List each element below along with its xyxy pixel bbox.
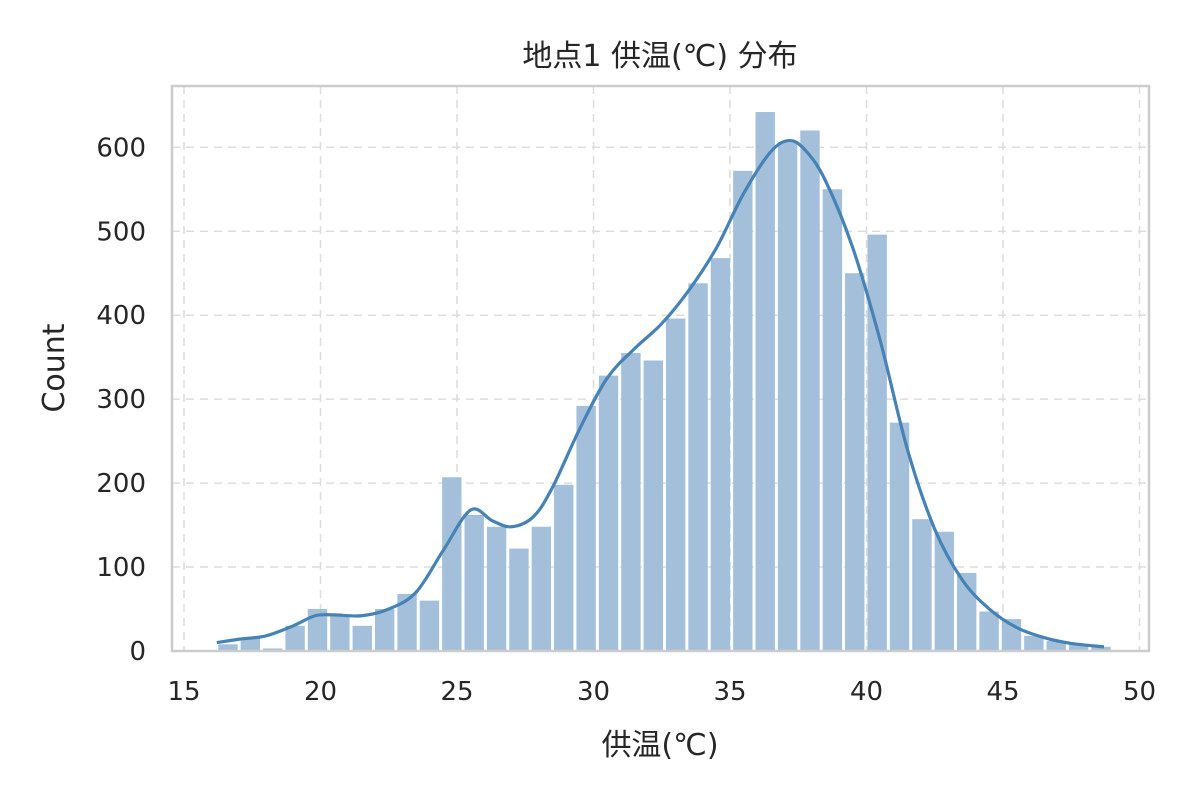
histogram-bar: [240, 638, 261, 651]
chart-title: 地点1 供温(℃) 分布: [522, 39, 797, 74]
y-axis-label: Count: [37, 323, 72, 412]
x-tick-label: 35: [713, 677, 746, 707]
grid-layer: [172, 86, 1149, 652]
histogram-bar: [643, 360, 663, 651]
y-tick-label: 300: [96, 385, 146, 415]
x-tick-label: 20: [304, 677, 337, 707]
histogram-bar: [263, 648, 283, 651]
x-ticks: 15 20 25 30 35 40 45 50: [167, 677, 1156, 707]
y-tick-label: 500: [96, 217, 146, 247]
y-tick-label: 100: [96, 553, 146, 583]
histogram-bar: [598, 375, 619, 651]
histogram-bar: [845, 273, 865, 651]
histogram-bar: [285, 625, 305, 651]
y-tick-label: 0: [129, 637, 146, 667]
histogram-bar: [755, 112, 775, 651]
histogram-bar: [531, 526, 552, 651]
y-tick-label: 600: [96, 133, 146, 163]
histogram-bar: [352, 625, 372, 651]
y-tick-label: 200: [96, 469, 146, 499]
histogram-bar: [733, 170, 753, 651]
x-axis-label: 供温(℃): [601, 728, 718, 763]
histogram-bar: [1068, 644, 1089, 651]
histogram-bar: [912, 519, 932, 651]
histogram-bar: [979, 611, 999, 651]
x-tick-label: 15: [167, 677, 200, 707]
x-tick-label: 40: [850, 677, 883, 707]
plot-frame: [170, 84, 1151, 653]
histogram-bar: [509, 548, 529, 651]
x-tick-label: 30: [577, 677, 610, 707]
histogram-bar: [486, 526, 507, 651]
histogram-bar: [397, 593, 417, 651]
histogram-bar: [576, 405, 596, 651]
histogram-bar: [330, 615, 350, 651]
histogram-bar: [307, 609, 328, 651]
histogram-bar: [218, 644, 238, 651]
histogram-bar: [800, 130, 820, 651]
histogram-bar: [665, 318, 686, 651]
x-tick-label: 25: [440, 677, 473, 707]
histogram-bar: [889, 422, 910, 651]
x-tick-label: 50: [1123, 677, 1156, 707]
y-ticks: 0 100 200 300 400 500 600: [96, 133, 146, 667]
histogram-bar: [554, 484, 574, 651]
histogram-bar: [777, 142, 798, 651]
bars-layer: [218, 112, 1111, 651]
x-tick-label: 45: [986, 677, 1019, 707]
histogram-bar: [867, 234, 887, 651]
histogram-bar: [621, 352, 641, 651]
histogram-bar: [464, 515, 484, 651]
histogram-bar: [374, 609, 395, 651]
histogram-bar: [442, 477, 462, 651]
y-tick-label: 400: [96, 301, 146, 331]
histogram-bar: [688, 283, 708, 651]
kde-density-line: [216, 138, 1105, 649]
histogram-bar: [1024, 635, 1044, 651]
histogram-bar: [822, 189, 843, 651]
histogram-bar: [1046, 640, 1066, 651]
histogram-bar: [419, 600, 440, 651]
histogram-bar: [1091, 646, 1111, 651]
histogram-bar: [710, 258, 731, 651]
